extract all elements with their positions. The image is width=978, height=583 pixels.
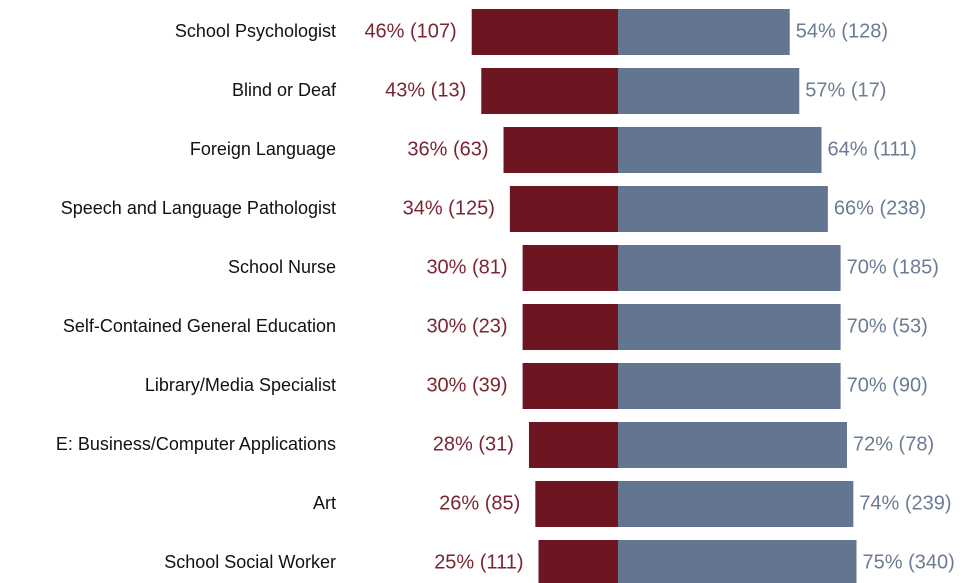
value-label: 30% (81) — [426, 256, 507, 278]
category-label: Library/Media Specialist — [145, 375, 336, 395]
category-label: Speech and Language Pathologist — [61, 198, 336, 218]
bar — [522, 363, 618, 409]
value-label: 30% (39) — [426, 374, 507, 396]
bar — [535, 481, 618, 527]
value-label: 75% (340) — [863, 551, 955, 573]
bar — [471, 9, 618, 55]
category-label: Blind or Deaf — [232, 80, 337, 100]
bar — [618, 68, 800, 114]
value-label: 46% (107) — [364, 20, 456, 42]
category-label: School Nurse — [228, 257, 336, 277]
value-label: 34% (125) — [403, 197, 495, 219]
value-label: 25% (111) — [434, 551, 523, 573]
category-label: School Social Worker — [164, 552, 336, 572]
value-label: 28% (31) — [433, 433, 514, 455]
bar — [618, 540, 857, 583]
value-label: 36% (63) — [407, 138, 488, 160]
bar — [509, 186, 618, 232]
bar — [503, 127, 618, 173]
bar — [481, 68, 618, 114]
bar — [618, 245, 841, 291]
bar — [618, 186, 828, 232]
bar — [538, 540, 618, 583]
category-label: Art — [313, 493, 336, 513]
value-label: 66% (238) — [834, 197, 926, 219]
bar — [618, 363, 841, 409]
value-label: 72% (78) — [853, 433, 934, 455]
bar — [618, 304, 841, 350]
value-label: 57% (17) — [805, 79, 886, 101]
bar — [522, 304, 618, 350]
bar — [618, 481, 854, 527]
bar — [618, 127, 822, 173]
bar — [618, 9, 790, 55]
value-label: 70% (53) — [847, 315, 928, 337]
category-label: School Psychologist — [175, 21, 336, 41]
value-label: 26% (85) — [439, 492, 520, 514]
category-label: Self-Contained General Education — [63, 316, 336, 336]
category-label: Foreign Language — [190, 139, 336, 159]
bar — [528, 422, 618, 468]
value-label: 70% (185) — [847, 256, 939, 278]
value-label: 70% (90) — [847, 374, 928, 396]
bar — [618, 422, 847, 468]
value-label: 30% (23) — [426, 315, 507, 337]
value-label: 54% (128) — [796, 20, 888, 42]
value-label: 43% (13) — [385, 79, 466, 101]
value-label: 74% (239) — [859, 492, 951, 514]
value-label: 64% (111) — [828, 138, 917, 160]
category-label: E: Business/Computer Applications — [56, 434, 336, 454]
bar — [522, 245, 618, 291]
